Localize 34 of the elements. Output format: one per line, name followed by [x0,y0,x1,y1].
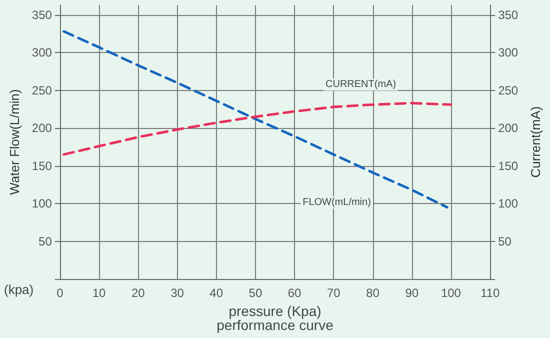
x-tick-label: 50 [248,286,262,300]
y2-tick-label: 350 [498,8,518,22]
x-tick-label: 90 [405,286,419,300]
y2-tick-label: 50 [498,234,512,248]
y-tick-label: 100 [32,196,52,211]
y2-tick-label: 250 [498,83,518,98]
y2-axis-title: Current(mA) [528,106,543,178]
y-tick-label: 200 [32,121,52,136]
y2-tick-label: 300 [498,46,518,60]
x-tick-label: 40 [210,286,224,300]
x-axis-title: pressure (Kpa) [228,302,322,319]
x-tick-label: 20 [131,286,146,300]
x-tick-label: 60 [288,286,302,300]
x-tick-label: 0 [56,286,64,300]
text: FLOW(mL/min) [302,197,371,208]
line-series [62,30,448,209]
y-tick-label: 250 [32,83,52,98]
x-tick-label: 30 [170,286,184,300]
x-tick-label: 70 [326,286,341,300]
x-tick-label: 110 [480,286,500,300]
x-tick-label: 10 [92,286,106,300]
y-tick-label: 300 [32,46,52,60]
y-tick-label: 50 [38,234,52,248]
y-tick-label: 350 [32,8,52,22]
line-series [62,102,452,156]
series-label: CURRENT(mA) [325,79,396,90]
text: (kpa) [4,282,34,297]
y-axis-title: Water Flow(L/min) [7,89,22,195]
x-tick-label: 100 [440,286,462,300]
y-tick-label: 150 [32,158,52,173]
y2-tick-label: 150 [498,158,518,173]
x-tick-label: 80 [366,286,380,300]
y2-tick-label: 100 [498,196,518,211]
y2-tick-label: 200 [498,121,518,136]
